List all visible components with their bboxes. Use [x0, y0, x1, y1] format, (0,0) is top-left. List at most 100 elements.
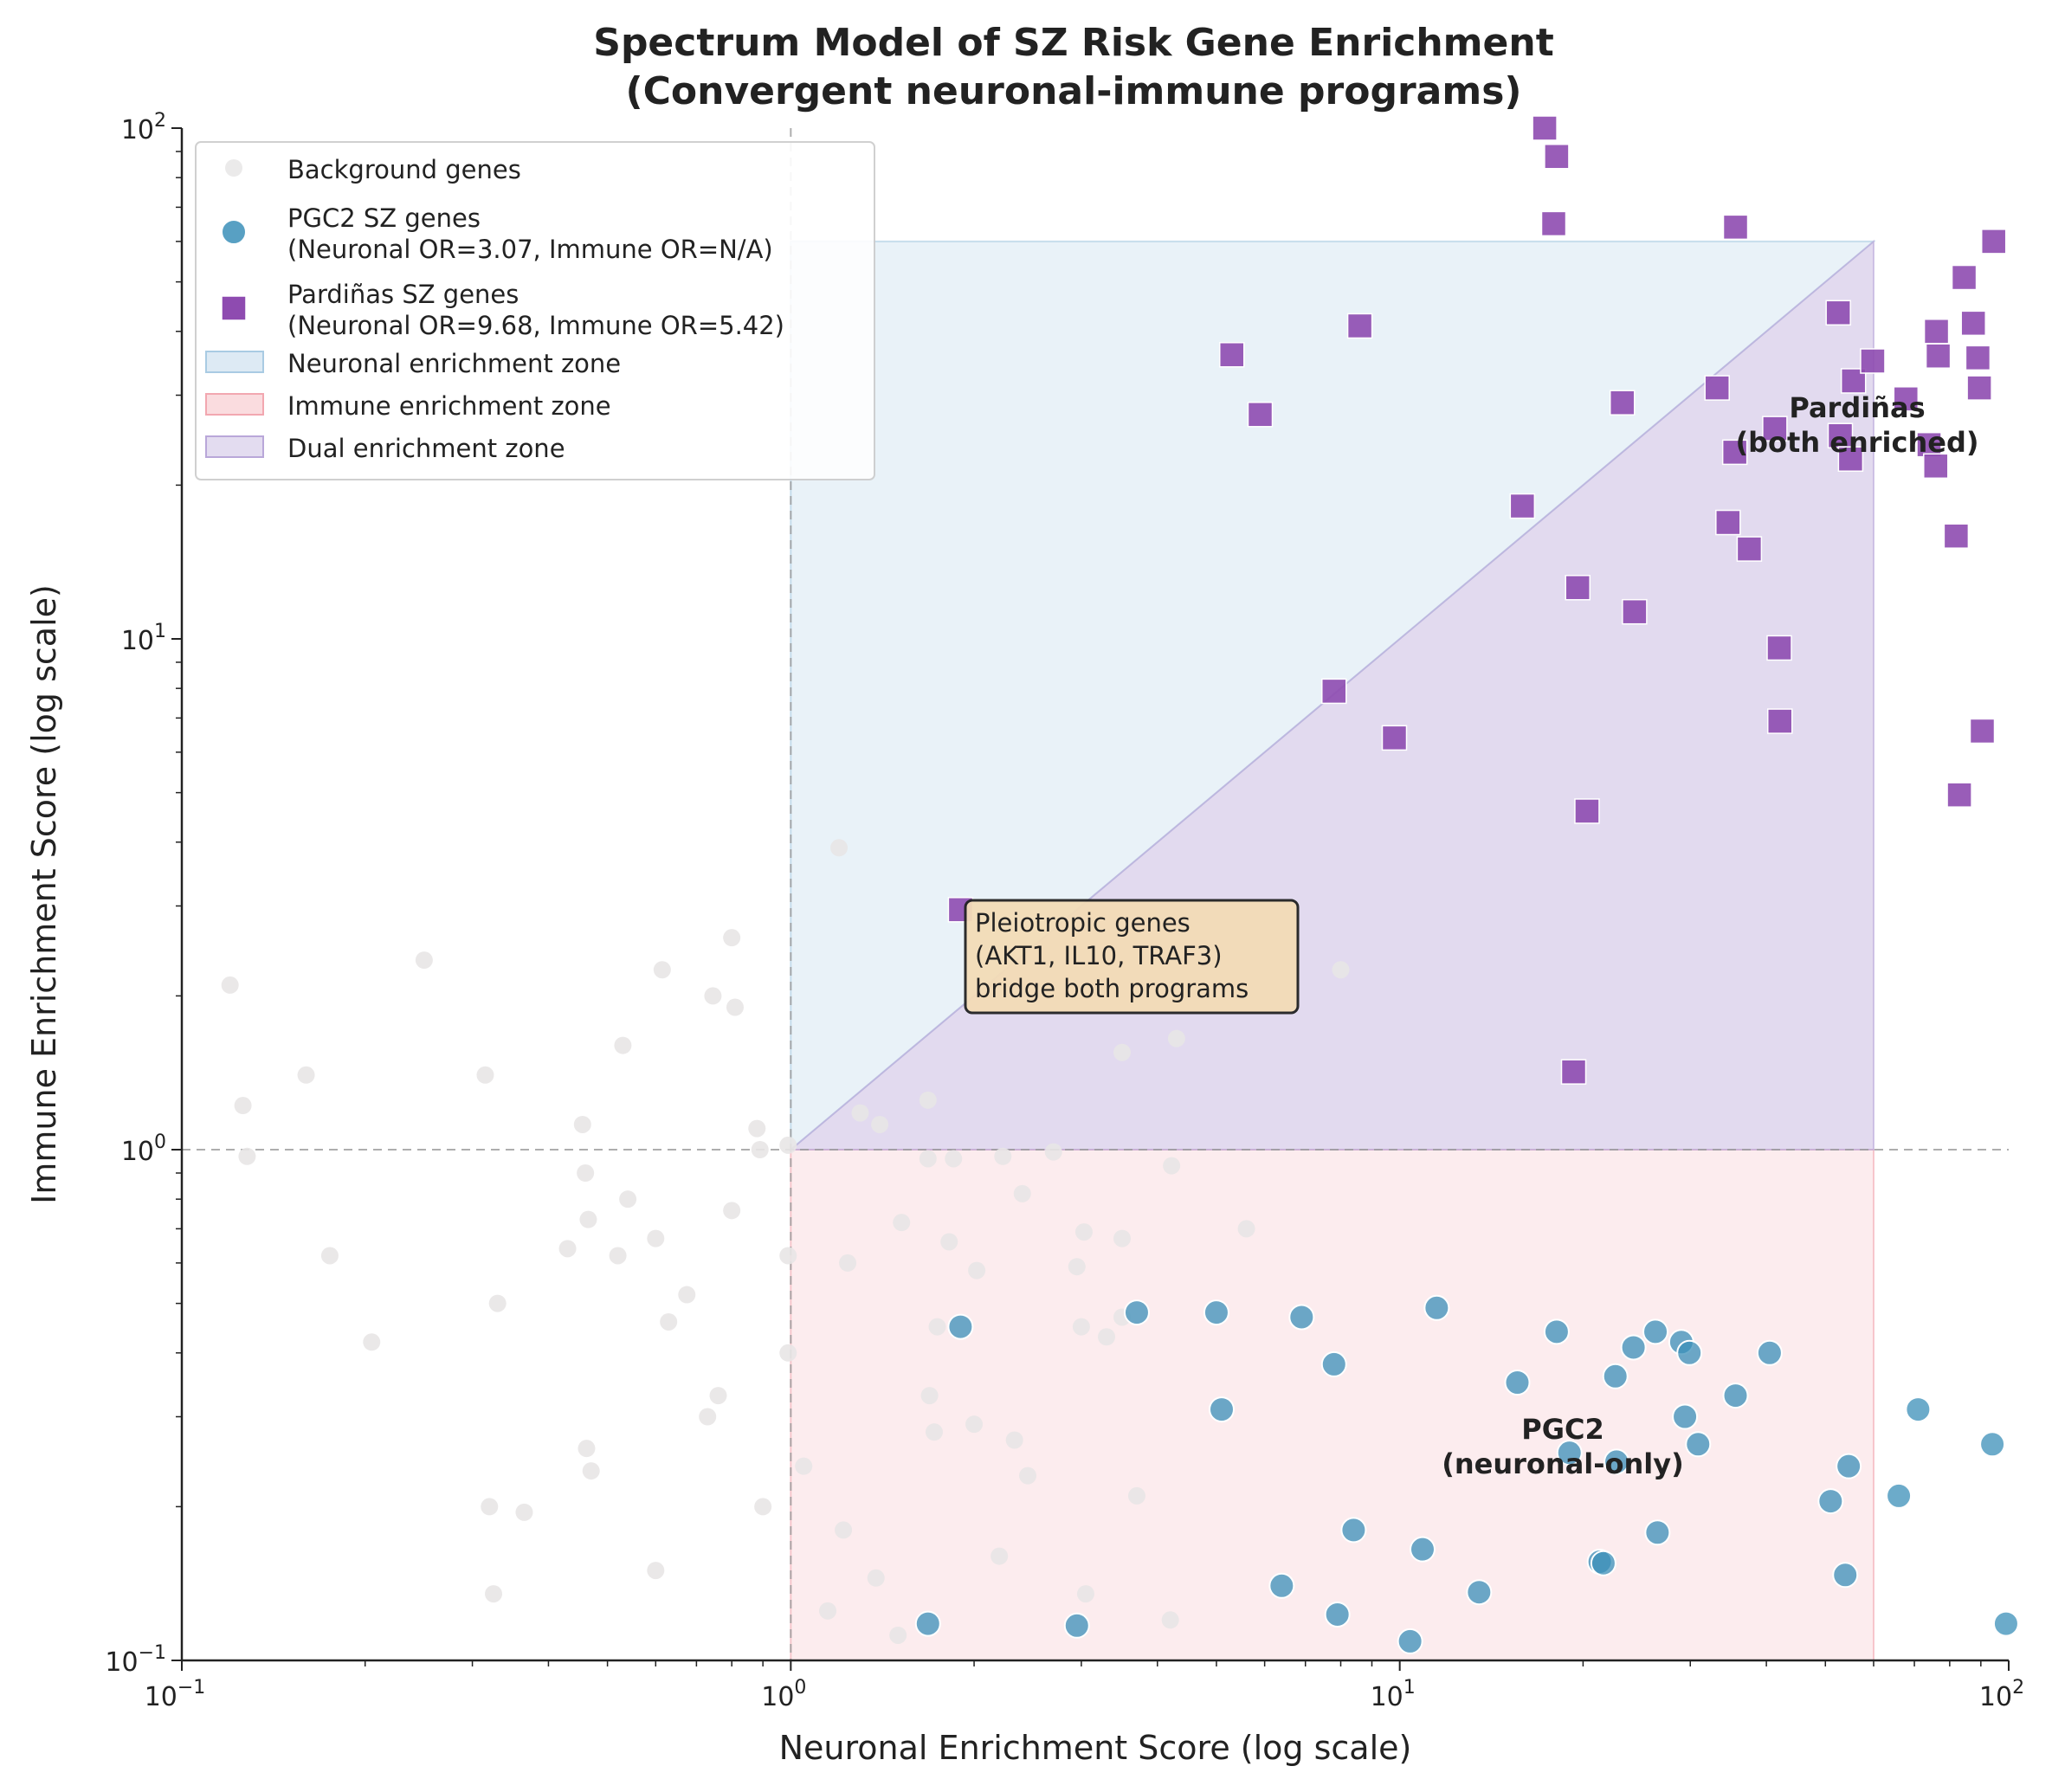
- data-point: [723, 1202, 741, 1220]
- legend-label: (Neuronal OR=3.07, Immune OR=N/A): [287, 235, 773, 264]
- y-tick-label: 100: [121, 1131, 166, 1167]
- data-point: [779, 1136, 797, 1154]
- annotation-text: Pleiotropic genes: [975, 908, 1191, 938]
- x-tick-base: 10: [761, 1682, 794, 1712]
- y-tick-label: 102: [121, 110, 166, 145]
- legend-marker-square: [221, 295, 247, 321]
- x-tick-base: 10: [145, 1682, 177, 1712]
- data-point: [1556, 1440, 1583, 1466]
- data-point: [1346, 313, 1373, 339]
- data-point: [1381, 725, 1408, 751]
- data-point: [1590, 1550, 1616, 1576]
- data-point: [1923, 453, 1949, 480]
- legend-item-2: Pardiñas SZ genes(Neuronal OR=9.68, Immu…: [221, 280, 784, 340]
- data-point: [748, 1119, 766, 1138]
- data-point: [726, 998, 744, 1016]
- data-point: [779, 1344, 797, 1362]
- data-point: [614, 1036, 632, 1054]
- data-point: [1817, 1488, 1844, 1515]
- data-point: [297, 1066, 315, 1084]
- data-point: [1979, 1431, 2006, 1458]
- data-point: [1620, 1334, 1647, 1361]
- data-point: [1340, 1517, 1367, 1544]
- data-point: [1756, 1339, 1783, 1366]
- annotations-layer: Pleiotropic genes (AKT1, IL10, TRAF3) brid…: [964, 391, 1979, 1480]
- data-point: [1504, 1369, 1531, 1396]
- data-point: [647, 1229, 665, 1247]
- data-point: [968, 1261, 986, 1280]
- data-point: [919, 1150, 937, 1168]
- data-point: [1676, 1339, 1703, 1366]
- data-point: [965, 1415, 984, 1434]
- legend-label: Immune enrichment zone: [287, 391, 611, 421]
- y-tick-exponent: 1: [154, 621, 166, 642]
- data-point: [1163, 1157, 1181, 1175]
- data-point: [1704, 375, 1730, 401]
- data-point: [1409, 1536, 1436, 1563]
- y-tick-base: 10: [105, 1647, 138, 1678]
- x-tick-exponent: −1: [177, 1677, 205, 1699]
- y-tick-exponent: 2: [154, 110, 166, 132]
- data-point: [947, 1313, 974, 1340]
- data-point: [1560, 1059, 1587, 1085]
- data-point: [415, 951, 433, 970]
- data-point: [1288, 1304, 1315, 1331]
- data-point: [1203, 1299, 1229, 1326]
- data-point: [1544, 144, 1570, 170]
- data-point: [1762, 416, 1788, 442]
- data-point: [991, 1547, 1009, 1565]
- legend-label: Background genes: [287, 155, 521, 184]
- data-point: [779, 1247, 797, 1265]
- y-tick-exponent: 0: [154, 1131, 166, 1153]
- legend-label: Pardiñas SZ genes: [287, 280, 519, 309]
- data-point: [709, 1387, 727, 1405]
- data-point: [653, 961, 671, 979]
- points-layer: [221, 115, 2019, 1654]
- data-point: [476, 1066, 494, 1084]
- data-point: [1466, 1579, 1493, 1606]
- legend-label: (Neuronal OR=9.68, Immune OR=5.42): [287, 311, 784, 340]
- annotation-text: (both enriched): [1736, 426, 1979, 459]
- y-tick-base: 10: [121, 1137, 154, 1167]
- data-point: [1324, 1601, 1351, 1628]
- x-tick-exponent: 2: [2012, 1677, 2024, 1699]
- data-point: [1969, 718, 1996, 745]
- data-point: [919, 1091, 937, 1109]
- y-axis-label: Immune Enrichment Score (log scale): [25, 584, 63, 1204]
- data-point: [1946, 782, 1972, 808]
- data-point: [1543, 1318, 1570, 1345]
- data-point: [699, 1408, 717, 1426]
- legend-marker-circle: [225, 159, 242, 177]
- data-point: [1923, 319, 1950, 345]
- data-point: [1320, 1350, 1347, 1377]
- data-point: [839, 1254, 857, 1272]
- data-point: [1825, 300, 1851, 326]
- data-point: [723, 929, 741, 947]
- y-tick-label: 10−1: [105, 1642, 166, 1678]
- annotation-text: (neuronal-only): [1442, 1447, 1684, 1480]
- data-point: [1237, 1220, 1255, 1238]
- data-point: [1832, 1562, 1859, 1589]
- data-point: [1951, 264, 1978, 291]
- data-point: [751, 1141, 769, 1158]
- data-point: [515, 1503, 533, 1521]
- data-point: [1423, 1294, 1450, 1321]
- x-tick-label: 10−1: [145, 1677, 206, 1712]
- data-point: [1044, 1143, 1062, 1161]
- series-2: [947, 115, 2007, 1085]
- data-point: [238, 1147, 256, 1165]
- data-point: [363, 1333, 381, 1351]
- x-axis-label: Neuronal Enrichment Score (log scale): [779, 1729, 1412, 1767]
- data-point: [945, 1150, 963, 1168]
- data-point: [1218, 342, 1245, 368]
- data-point: [1840, 368, 1867, 394]
- series-1: [914, 1294, 2019, 1654]
- data-point: [1965, 345, 1991, 371]
- data-point: [1966, 375, 1992, 401]
- legend-marker-patch: [205, 435, 264, 458]
- data-point: [221, 976, 239, 994]
- data-point: [1672, 1403, 1699, 1430]
- data-point: [1604, 1448, 1630, 1475]
